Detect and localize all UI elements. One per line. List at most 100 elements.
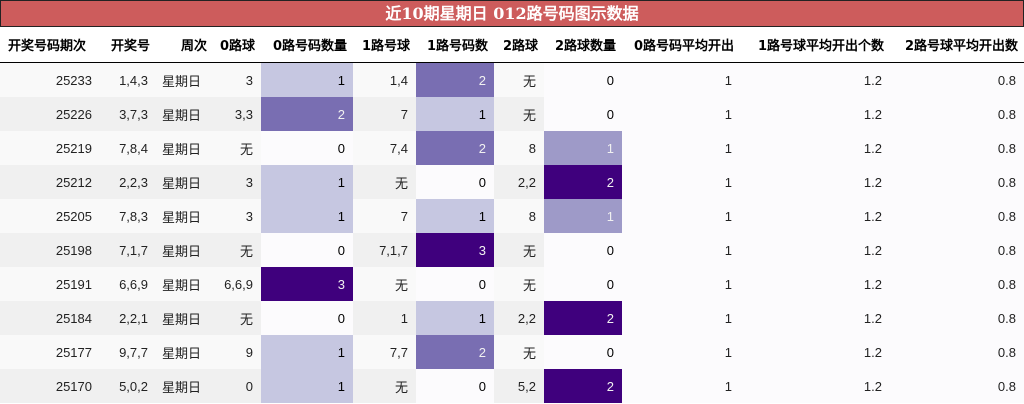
col-header-numbers[interactable]: 开奖号 bbox=[100, 27, 156, 63]
cell-route0-count: 1 bbox=[261, 62, 353, 97]
table-title: 近10期星期日 012路号码图示数据 bbox=[0, 0, 1024, 27]
cell-route1-count: 2 bbox=[416, 62, 494, 97]
cell-route1-balls: 7,1,7 bbox=[353, 233, 416, 267]
cell-route2-avg: 0.8 bbox=[890, 335, 1024, 369]
cell-route0-balls: 无 bbox=[213, 301, 261, 335]
cell-route2-count: 2 bbox=[544, 301, 622, 335]
cell-route2-balls: 无 bbox=[494, 267, 544, 301]
cell-issue: 25170 bbox=[0, 369, 100, 403]
cell-numbers: 6,6,9 bbox=[100, 267, 156, 301]
cell-route1-count: 2 bbox=[416, 335, 494, 369]
cell-route1-balls: 7,7 bbox=[353, 335, 416, 369]
cell-route0-count: 1 bbox=[261, 335, 353, 369]
cell-issue: 25205 bbox=[0, 199, 100, 233]
cell-route1-count: 1 bbox=[416, 97, 494, 131]
cell-route0-balls: 3,3 bbox=[213, 97, 261, 131]
cell-weekday: 星期日 bbox=[156, 165, 213, 199]
cell-route2-balls: 无 bbox=[494, 97, 544, 131]
cell-route2-count: 0 bbox=[544, 267, 622, 301]
table-row: 25205 7,8,3 星期日 3 1 7 1 8 1 1 1.2 0.8 bbox=[0, 199, 1024, 233]
table-row: 25233 1,4,3 星期日 3 1 1,4 2 无 0 1 1.2 0.8 bbox=[0, 62, 1024, 97]
cell-numbers: 9,7,7 bbox=[100, 335, 156, 369]
cell-route2-balls: 无 bbox=[494, 233, 544, 267]
cell-route1-avg: 1.2 bbox=[740, 369, 890, 403]
cell-route0-balls: 6,6,9 bbox=[213, 267, 261, 301]
cell-route0-avg: 1 bbox=[622, 233, 740, 267]
cell-issue: 25226 bbox=[0, 97, 100, 131]
col-header-route0-count[interactable]: 0路号码数量 bbox=[261, 27, 353, 63]
cell-route1-avg: 1.2 bbox=[740, 199, 890, 233]
cell-issue: 25233 bbox=[0, 62, 100, 97]
cell-route1-avg: 1.2 bbox=[740, 62, 890, 97]
cell-route1-balls: 7 bbox=[353, 199, 416, 233]
cell-route0-balls: 3 bbox=[213, 62, 261, 97]
cell-route2-balls: 无 bbox=[494, 62, 544, 97]
col-header-issue[interactable]: 开奖号码期次 bbox=[0, 27, 100, 63]
cell-route0-avg: 1 bbox=[622, 199, 740, 233]
cell-route0-avg: 1 bbox=[622, 131, 740, 165]
cell-route1-count: 0 bbox=[416, 267, 494, 301]
cell-route2-avg: 0.8 bbox=[890, 131, 1024, 165]
cell-issue: 25177 bbox=[0, 335, 100, 369]
cell-issue: 25198 bbox=[0, 233, 100, 267]
col-header-route2-avg[interactable]: 2路号球平均开出数 bbox=[890, 27, 1024, 63]
col-header-weekday[interactable]: 周次 bbox=[156, 27, 213, 63]
cell-route2-count: 1 bbox=[544, 131, 622, 165]
cell-route0-balls: 无 bbox=[213, 131, 261, 165]
cell-issue: 25219 bbox=[0, 131, 100, 165]
col-header-route0-balls[interactable]: 0路球 bbox=[213, 27, 261, 63]
cell-route2-count: 2 bbox=[544, 369, 622, 403]
cell-route2-balls: 8 bbox=[494, 131, 544, 165]
col-header-route0-avg[interactable]: 0路号码平均开出 bbox=[622, 27, 740, 63]
col-header-route1-count[interactable]: 1路号码数 bbox=[416, 27, 494, 63]
table-row: 25191 6,6,9 星期日 6,6,9 3 无 0 无 0 1 1.2 0.8 bbox=[0, 267, 1024, 301]
cell-route2-avg: 0.8 bbox=[890, 97, 1024, 131]
cell-weekday: 星期日 bbox=[156, 233, 213, 267]
col-header-route1-avg[interactable]: 1路号球平均开出个数 bbox=[740, 27, 890, 63]
col-header-route2-count[interactable]: 2路球数量 bbox=[544, 27, 622, 63]
cell-route0-avg: 1 bbox=[622, 369, 740, 403]
cell-route0-balls: 无 bbox=[213, 233, 261, 267]
cell-weekday: 星期日 bbox=[156, 369, 213, 403]
cell-route0-count: 2 bbox=[261, 97, 353, 131]
cell-route1-count: 3 bbox=[416, 233, 494, 267]
cell-route1-balls: 无 bbox=[353, 369, 416, 403]
cell-route0-count: 1 bbox=[261, 369, 353, 403]
cell-issue: 25184 bbox=[0, 301, 100, 335]
cell-route1-count: 1 bbox=[416, 301, 494, 335]
cell-route2-avg: 0.8 bbox=[890, 267, 1024, 301]
cell-issue: 25212 bbox=[0, 165, 100, 199]
cell-route2-count: 0 bbox=[544, 97, 622, 131]
cell-numbers: 7,8,4 bbox=[100, 131, 156, 165]
cell-route0-balls: 0 bbox=[213, 369, 261, 403]
cell-route0-count: 1 bbox=[261, 165, 353, 199]
cell-route0-balls: 9 bbox=[213, 335, 261, 369]
cell-route0-avg: 1 bbox=[622, 165, 740, 199]
data-table: 开奖号码期次 开奖号 周次 0路球 0路号码数量 1路号球 1路号码数 2路球 … bbox=[0, 27, 1024, 403]
col-header-route2-balls[interactable]: 2路球 bbox=[494, 27, 544, 63]
cell-route0-count: 0 bbox=[261, 131, 353, 165]
cell-route1-count: 0 bbox=[416, 369, 494, 403]
cell-weekday: 星期日 bbox=[156, 97, 213, 131]
cell-route2-balls: 无 bbox=[494, 335, 544, 369]
cell-route1-balls: 1,4 bbox=[353, 62, 416, 97]
cell-route2-count: 2 bbox=[544, 165, 622, 199]
cell-route0-balls: 3 bbox=[213, 199, 261, 233]
col-header-route1-balls[interactable]: 1路号球 bbox=[353, 27, 416, 63]
cell-weekday: 星期日 bbox=[156, 62, 213, 97]
cell-route1-avg: 1.2 bbox=[740, 233, 890, 267]
cell-route2-balls: 5,2 bbox=[494, 369, 544, 403]
table-body: 25233 1,4,3 星期日 3 1 1,4 2 无 0 1 1.2 0.8 25226 3,7,3 星期… bbox=[0, 62, 1024, 403]
table-row: 25212 2,2,3 星期日 3 1 无 0 2,2 2 1 1.2 0.8 bbox=[0, 165, 1024, 199]
cell-route1-balls: 1 bbox=[353, 301, 416, 335]
cell-route0-avg: 1 bbox=[622, 301, 740, 335]
table-row: 25184 2,2,1 星期日无 0 1 1 2,2 2 1 1.2 0.8 bbox=[0, 301, 1024, 335]
table-row: 25219 7,8,4 星期日无 0 7,4 2 8 1 1 1.2 0.8 bbox=[0, 131, 1024, 165]
cell-route1-balls: 7,4 bbox=[353, 131, 416, 165]
cell-weekday: 星期日 bbox=[156, 131, 213, 165]
cell-route0-avg: 1 bbox=[622, 97, 740, 131]
cell-route0-balls: 3 bbox=[213, 165, 261, 199]
cell-route2-count: 0 bbox=[544, 335, 622, 369]
cell-route0-count: 3 bbox=[261, 267, 353, 301]
cell-route0-avg: 1 bbox=[622, 267, 740, 301]
